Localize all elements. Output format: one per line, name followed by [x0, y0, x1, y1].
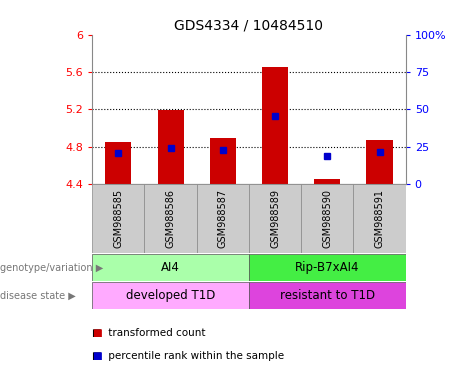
- Bar: [301, 184, 354, 253]
- Bar: [92, 254, 249, 281]
- Title: GDS4334 / 10484510: GDS4334 / 10484510: [174, 18, 324, 32]
- Bar: [92, 184, 144, 253]
- Text: GSM988586: GSM988586: [165, 189, 176, 248]
- Bar: [197, 184, 249, 253]
- Text: GSM988590: GSM988590: [322, 189, 332, 248]
- Bar: [314, 179, 340, 184]
- Text: ■  percentile rank within the sample: ■ percentile rank within the sample: [92, 351, 284, 361]
- Text: ■: ■: [92, 328, 102, 338]
- Text: developed T1D: developed T1D: [126, 289, 215, 302]
- Text: GSM988587: GSM988587: [218, 189, 228, 248]
- Bar: [249, 282, 406, 309]
- Bar: [210, 137, 236, 184]
- Text: genotype/variation ▶: genotype/variation ▶: [0, 263, 104, 273]
- Bar: [92, 282, 249, 309]
- Text: Rip-B7xAI4: Rip-B7xAI4: [295, 261, 360, 274]
- Bar: [366, 140, 393, 184]
- Bar: [144, 184, 197, 253]
- Bar: [249, 184, 301, 253]
- Text: GSM988589: GSM988589: [270, 189, 280, 248]
- Text: resistant to T1D: resistant to T1D: [280, 289, 375, 302]
- Bar: [262, 67, 288, 184]
- Text: GSM988591: GSM988591: [374, 189, 384, 248]
- Text: disease state ▶: disease state ▶: [0, 290, 76, 300]
- Text: ■  transformed count: ■ transformed count: [92, 328, 206, 338]
- Bar: [354, 184, 406, 253]
- Text: ■: ■: [92, 351, 102, 361]
- Text: GSM988585: GSM988585: [113, 189, 124, 248]
- Text: AI4: AI4: [161, 261, 180, 274]
- Bar: [249, 254, 406, 281]
- Bar: [158, 110, 183, 184]
- Bar: [105, 142, 131, 184]
